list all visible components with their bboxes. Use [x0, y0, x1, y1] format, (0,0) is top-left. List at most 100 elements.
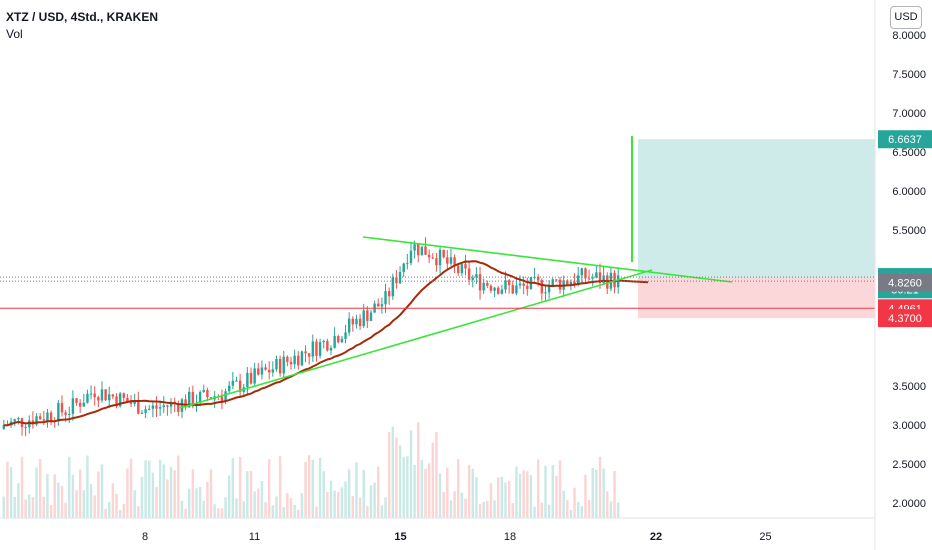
volume-bar: [213, 504, 216, 518]
volume-bar: [613, 471, 616, 518]
volume-bar: [78, 469, 82, 518]
volume-bar: [522, 470, 525, 518]
volume-bar: [526, 471, 529, 518]
volume-bar: [536, 459, 540, 518]
y-tick-label: 5.5000: [892, 225, 926, 237]
candle-body: [24, 426, 27, 428]
candle-body: [318, 342, 322, 356]
candle-body: [391, 277, 395, 297]
volume-bar: [286, 493, 289, 518]
candle-body: [264, 367, 267, 370]
volume-bar: [438, 473, 442, 518]
candle-body: [297, 355, 300, 366]
candle-body: [235, 380, 238, 382]
upper-trendline: [362, 236, 733, 283]
volume-bar: [206, 481, 209, 518]
candle-body: [358, 318, 362, 327]
y-tick-label: 6.5000: [892, 147, 926, 159]
volume-bar: [307, 455, 311, 518]
volume-bar: [82, 490, 86, 518]
y-tick-label: 2.0000: [892, 498, 926, 510]
volume-bar: [398, 445, 402, 518]
volume-bar: [111, 483, 115, 518]
candle-body: [402, 263, 405, 273]
candle-body: [129, 402, 133, 404]
volume-bar: [471, 468, 474, 518]
volume-bar: [137, 506, 140, 518]
volume-bar: [231, 457, 235, 518]
x-tick-label: 15: [394, 531, 406, 543]
candle-body: [457, 265, 460, 274]
candle-body: [544, 292, 547, 294]
candle-body: [260, 367, 264, 375]
volume-bar: [427, 463, 431, 518]
candle-body: [289, 361, 293, 365]
candle-body: [267, 369, 271, 373]
volume-indicator-label[interactable]: Vol: [6, 27, 23, 41]
volume-bar: [457, 459, 460, 518]
candle-body: [158, 407, 162, 409]
candle-body: [329, 347, 333, 351]
candle-body: [166, 405, 169, 407]
volume-bar: [591, 468, 594, 518]
volume-bar: [616, 502, 620, 518]
candle-body: [238, 380, 242, 392]
volume-bar: [31, 497, 35, 518]
candle-body: [220, 396, 224, 402]
candle-body: [337, 336, 340, 343]
volume-bar: [155, 487, 158, 518]
volume-bar: [169, 466, 173, 518]
volume-bar: [235, 498, 238, 518]
volume-bar: [417, 422, 420, 518]
volume-bar: [489, 483, 493, 518]
volume-bar: [173, 470, 176, 518]
candle-body: [35, 416, 38, 425]
candle-body: [395, 277, 398, 284]
currency-button[interactable]: USD: [890, 6, 922, 29]
volume-bar: [86, 455, 89, 518]
volume-bar: [318, 457, 322, 518]
candle-body: [93, 393, 96, 398]
candle-body: [598, 272, 602, 283]
volume-bar: [555, 475, 558, 518]
candle-body: [518, 283, 522, 286]
volume-bar: [344, 481, 347, 518]
candle-body: [49, 412, 53, 421]
candle-body: [75, 398, 78, 403]
volume-bar: [449, 500, 453, 518]
volume-bar: [377, 466, 380, 518]
volume-bar: [551, 465, 554, 518]
candle-body: [380, 304, 384, 307]
x-tick-label: 25: [759, 531, 771, 543]
candle-body: [188, 391, 191, 408]
volume-bar: [108, 501, 111, 518]
volume-bar: [362, 469, 365, 518]
volume-bar: [478, 503, 482, 518]
candle-body: [231, 380, 235, 386]
volume-bar: [584, 474, 587, 518]
candle-body: [315, 341, 318, 356]
candle-body: [384, 291, 387, 305]
candle-body: [409, 250, 413, 264]
volume-bar: [195, 488, 198, 518]
volume-bar: [166, 479, 169, 518]
volume-bar: [151, 472, 155, 518]
x-tick-label: 22: [650, 531, 662, 543]
candle-body: [366, 310, 369, 321]
price-tag-bg: [878, 273, 932, 292]
position-tool[interactable]: [638, 139, 875, 319]
candle-body: [449, 257, 453, 264]
candle-body: [522, 283, 525, 286]
volume-bar: [158, 459, 162, 518]
volume-bar: [202, 501, 205, 518]
candle-body: [311, 341, 315, 357]
y-tick-label: 8.0000: [892, 30, 926, 42]
volume-bar: [573, 487, 576, 518]
candle-body: [584, 268, 587, 279]
candle-body: [202, 390, 205, 393]
volume-bar: [576, 501, 580, 518]
volume-bar: [311, 459, 315, 518]
candle-body: [478, 274, 482, 291]
